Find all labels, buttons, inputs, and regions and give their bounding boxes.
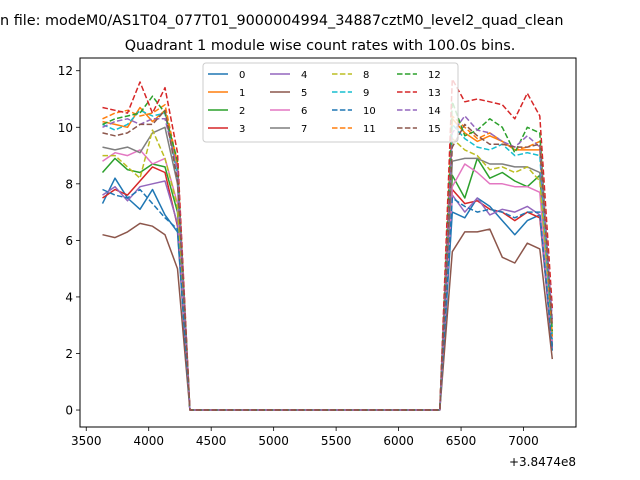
y-tick-label: 12 [58, 64, 73, 78]
series-line-6 [102, 149, 554, 411]
x-tick-label: 6500 [446, 434, 477, 448]
x-tick-label: 5000 [258, 434, 289, 448]
y-tick-label: 10 [58, 121, 73, 135]
legend-label-4: 4 [301, 70, 307, 81]
series-layer [101, 78, 554, 411]
y-tick-label: 8 [65, 177, 73, 191]
x-tick-label: 7000 [508, 434, 539, 448]
legend-label-3: 3 [239, 124, 245, 135]
legend-label-8: 8 [363, 70, 369, 81]
legend-label-14: 14 [428, 106, 441, 117]
y-axis: 0 2 4 6 8 10 12 [58, 64, 80, 418]
series-line-14 [102, 115, 554, 411]
series-line-15 [102, 109, 554, 411]
chart-title: Quadrant 1 module wise count rates with … [125, 38, 516, 54]
x-offset-label: +3.8474e8 [509, 455, 576, 469]
y-tick-label: 2 [65, 347, 73, 361]
legend-label-11: 11 [363, 124, 376, 135]
series-line-0 [101, 177, 554, 411]
y-tick-label: 6 [65, 234, 73, 248]
legend-label-15: 15 [428, 124, 441, 135]
x-tick-label: 6000 [383, 434, 414, 448]
legend-label-9: 9 [363, 88, 369, 99]
figure-suptitle: n file: modeM0/AS1T04_077T01_9000004994_… [0, 13, 564, 29]
legend-label-13: 13 [428, 88, 441, 99]
legend-label-2: 2 [239, 106, 245, 117]
legend-label-6: 6 [301, 106, 307, 117]
legend-label-7: 7 [301, 124, 307, 135]
y-tick-label: 4 [65, 290, 73, 304]
legend-label-1: 1 [239, 88, 245, 99]
legend-frame [202, 62, 459, 143]
series-line-5 [102, 222, 554, 411]
x-tick-label: 4000 [133, 434, 164, 448]
legend-label-5: 5 [301, 88, 307, 99]
x-tick-label: 4500 [196, 434, 227, 448]
series-line-12 [102, 95, 554, 411]
x-tick-label: 5500 [321, 434, 352, 448]
legend-label-12: 12 [428, 70, 441, 81]
legend-label-0: 0 [239, 70, 245, 81]
plot-frame [79, 57, 577, 428]
series-line-4 [102, 180, 554, 411]
x-tick-label: 3500 [71, 434, 102, 448]
series-line-8 [102, 129, 554, 411]
y-tick-label: 0 [65, 404, 73, 418]
legend-label-10: 10 [363, 106, 376, 117]
series-line-13 [102, 78, 554, 411]
x-axis: 3500 4000 4500 5000 5500 6000 6500 7000 [71, 427, 539, 448]
series-line-9 [102, 109, 554, 411]
